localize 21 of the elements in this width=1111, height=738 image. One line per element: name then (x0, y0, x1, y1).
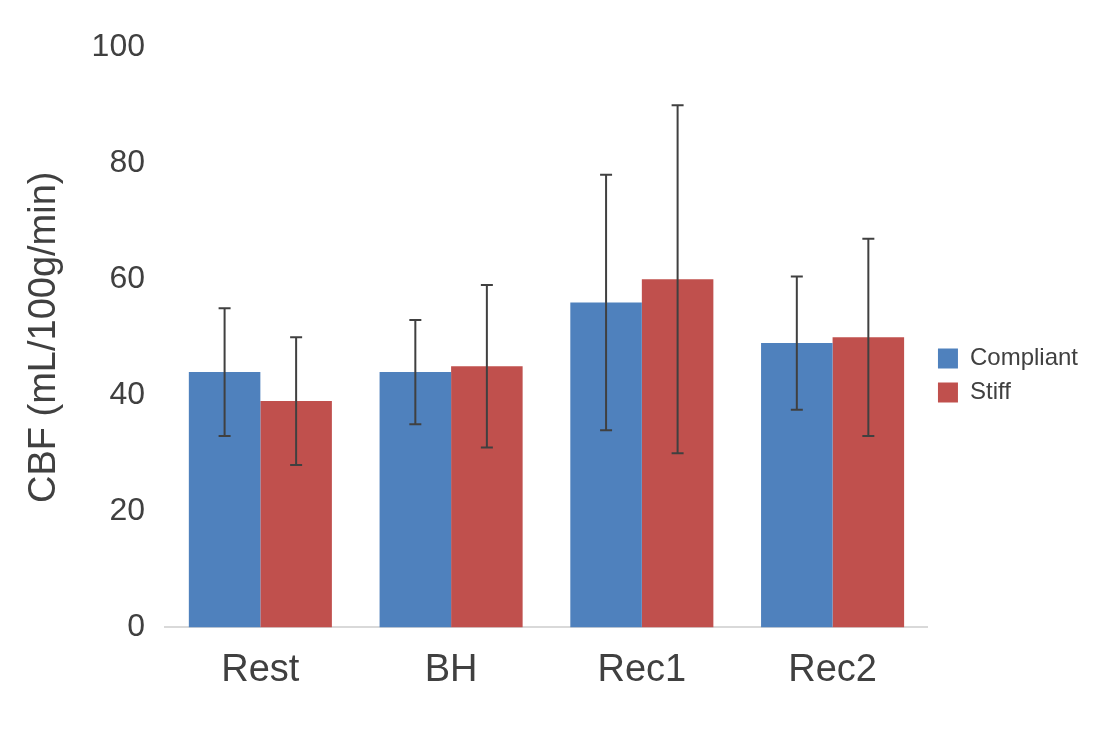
y-tick-label: 40 (109, 375, 145, 412)
bar (379, 372, 452, 628)
x-tick-label: Rest (221, 646, 300, 689)
bar (761, 343, 833, 628)
bar (451, 366, 523, 628)
x-tick-label: Rec2 (788, 646, 877, 689)
x-tick-label: Rec1 (597, 646, 687, 689)
legend-label: Stiff (969, 377, 1012, 405)
x-tick-label: BH (424, 646, 478, 689)
y-tick-label: 100 (91, 27, 145, 64)
bar (832, 337, 905, 628)
bar (570, 302, 642, 628)
y-axis-title: CBF (mL/100g/min) (21, 171, 64, 504)
y-tick-label: 60 (109, 259, 145, 296)
y-tick-label: 80 (109, 143, 145, 180)
bar (641, 279, 714, 628)
y-tick-label: 0 (127, 607, 145, 644)
legend-label: Compliant (969, 343, 1079, 371)
bar (260, 401, 332, 628)
bar (188, 372, 261, 628)
y-tick-label: 20 (109, 491, 145, 528)
